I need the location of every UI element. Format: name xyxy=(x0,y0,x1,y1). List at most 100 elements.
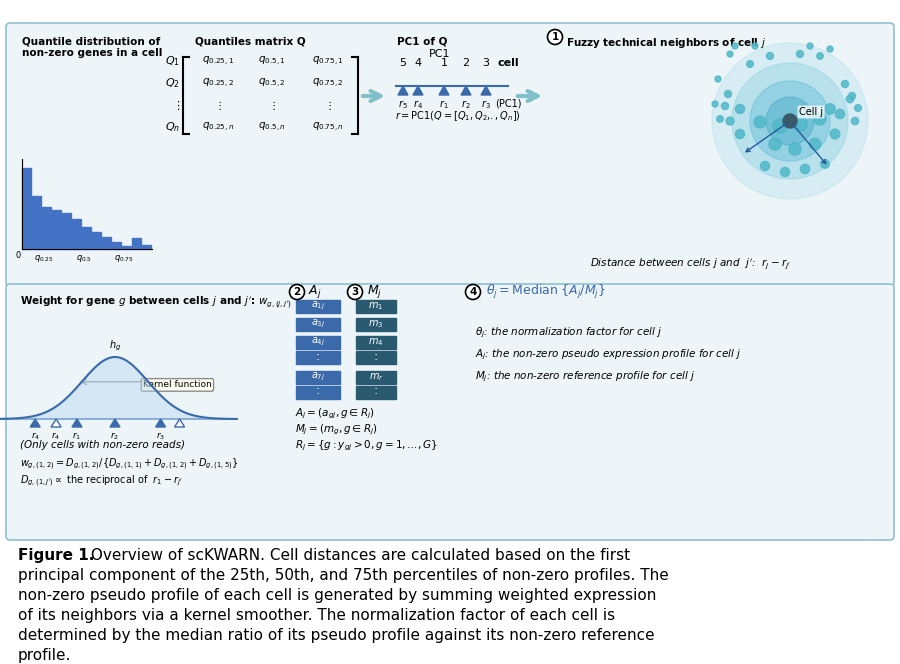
Text: 1: 1 xyxy=(440,58,447,68)
Text: $a_{7j}$: $a_{7j}$ xyxy=(310,371,325,383)
Text: $Q_1$: $Q_1$ xyxy=(165,54,180,68)
Circle shape xyxy=(783,114,797,128)
Bar xyxy=(122,246,131,249)
Circle shape xyxy=(846,95,854,103)
Text: $r_4$: $r_4$ xyxy=(31,431,40,442)
Bar xyxy=(112,242,122,249)
Text: $q_{0.5,n}$: $q_{0.5,n}$ xyxy=(258,120,286,133)
Circle shape xyxy=(809,138,821,150)
Text: $a_{3j}$: $a_{3j}$ xyxy=(310,318,325,330)
Circle shape xyxy=(290,284,304,299)
Text: (PC1): (PC1) xyxy=(495,98,521,108)
Bar xyxy=(62,213,71,249)
FancyBboxPatch shape xyxy=(6,23,894,286)
Polygon shape xyxy=(31,419,40,427)
Text: $R_j = \{g: y_{gj} > 0, g = 1, \ldots, G\}$: $R_j = \{g: y_{gj} > 0, g = 1, \ldots, G… xyxy=(295,439,438,454)
Circle shape xyxy=(712,43,868,199)
Text: (Only cells with non-zero reads): (Only cells with non-zero reads) xyxy=(20,440,185,450)
Bar xyxy=(296,351,340,364)
Text: Weight for gene $g$ between cells $j$ and $j'$: $w_{g,(j,j')}$: Weight for gene $g$ between cells $j$ an… xyxy=(20,294,292,310)
Bar xyxy=(296,318,340,331)
Text: $A_j$: the non-zero pseudo expression profile for cell $j$: $A_j$: the non-zero pseudo expression pr… xyxy=(475,348,742,363)
Text: 5: 5 xyxy=(400,58,407,68)
Circle shape xyxy=(715,76,721,82)
Text: :: : xyxy=(374,349,378,363)
Text: Kernel function: Kernel function xyxy=(143,380,212,389)
Circle shape xyxy=(752,43,758,49)
Text: $r_1$: $r_1$ xyxy=(439,98,449,111)
Text: $M_j = (m_g, g \in R_j)$: $M_j = (m_g, g \in R_j)$ xyxy=(295,423,378,438)
Text: $q_{0.75,n}$: $q_{0.75,n}$ xyxy=(312,120,344,133)
Circle shape xyxy=(793,117,807,131)
Polygon shape xyxy=(398,86,408,95)
Bar xyxy=(356,300,396,313)
Bar xyxy=(142,245,151,249)
Bar xyxy=(356,318,396,331)
Bar xyxy=(72,219,81,249)
Text: $\vdots$: $\vdots$ xyxy=(268,98,275,112)
Circle shape xyxy=(851,118,859,125)
Bar xyxy=(42,207,51,249)
Circle shape xyxy=(814,113,826,125)
Text: 2: 2 xyxy=(293,287,301,297)
Bar xyxy=(296,300,340,313)
Text: Quantile distribution of
non-zero genes in a cell: Quantile distribution of non-zero genes … xyxy=(22,36,162,58)
Text: $m_4$: $m_4$ xyxy=(368,336,383,348)
Polygon shape xyxy=(481,86,491,95)
Circle shape xyxy=(722,102,729,110)
Circle shape xyxy=(773,119,788,133)
Circle shape xyxy=(827,46,833,52)
Text: $h_g$: $h_g$ xyxy=(109,339,122,353)
Polygon shape xyxy=(72,419,82,427)
Text: 4: 4 xyxy=(469,287,477,297)
Circle shape xyxy=(760,161,770,171)
Bar xyxy=(356,386,396,399)
Circle shape xyxy=(830,129,840,139)
Text: $A_j = (a_{gj}, g \in R_j)$: $A_j = (a_{gj}, g \in R_j)$ xyxy=(295,407,374,422)
Circle shape xyxy=(735,104,744,114)
Bar xyxy=(296,336,340,349)
Text: cell: cell xyxy=(497,58,518,68)
Text: $M_j$: the non-zero reference profile for cell $j$: $M_j$: the non-zero reference profile fo… xyxy=(475,370,696,384)
Text: 3: 3 xyxy=(351,287,358,297)
Circle shape xyxy=(796,50,804,58)
Polygon shape xyxy=(156,419,166,427)
Text: $\vdots$: $\vdots$ xyxy=(324,98,332,112)
Text: $D_{g,(1,j')} \propto$ the reciprocal of  $r_1 - r_{j'}$: $D_{g,(1,j')} \propto$ the reciprocal of… xyxy=(20,474,183,489)
Text: Fuzzy technical neighbors of cell $j$: Fuzzy technical neighbors of cell $j$ xyxy=(566,36,766,50)
Text: $r_4$: $r_4$ xyxy=(413,98,423,111)
Circle shape xyxy=(807,43,813,49)
Bar xyxy=(356,351,396,364)
Text: determined by the median ratio of its pseudo profile against its non-zero refere: determined by the median ratio of its ps… xyxy=(18,628,654,643)
Text: PC1 of Q: PC1 of Q xyxy=(397,36,447,46)
Text: Distance between cells $j$ and  $j'$:  $r_j - r_{j'}$: Distance between cells $j$ and $j'$: $r_… xyxy=(590,256,791,271)
Circle shape xyxy=(855,105,861,112)
Text: $\vdots$: $\vdots$ xyxy=(172,98,180,112)
Text: $a_{4j}$: $a_{4j}$ xyxy=(310,336,325,348)
FancyBboxPatch shape xyxy=(6,284,894,540)
Text: $r = \mathrm{PC1}(Q{=}[Q_1,Q_2{,}.,Q_n])$: $r = \mathrm{PC1}(Q{=}[Q_1,Q_2{,}.,Q_n])… xyxy=(395,109,521,123)
Circle shape xyxy=(800,165,810,174)
Polygon shape xyxy=(439,86,449,95)
Text: $r_3$: $r_3$ xyxy=(482,98,490,111)
Bar xyxy=(102,237,112,249)
Text: $q_{0.5}$: $q_{0.5}$ xyxy=(76,253,92,264)
Circle shape xyxy=(767,52,773,60)
Text: $M_j$: $M_j$ xyxy=(367,282,382,299)
Text: $q_{0.25,2}$: $q_{0.25,2}$ xyxy=(202,76,234,90)
Text: :: : xyxy=(316,384,320,398)
Text: Cell j: Cell j xyxy=(799,107,824,117)
Text: Quantiles matrix Q: Quantiles matrix Q xyxy=(195,36,306,46)
Circle shape xyxy=(754,116,766,128)
Text: 2: 2 xyxy=(463,58,470,68)
Polygon shape xyxy=(175,419,184,427)
Text: of its neighbors via a kernel smoother. The normalization factor of each cell is: of its neighbors via a kernel smoother. … xyxy=(18,608,615,623)
Polygon shape xyxy=(461,86,471,95)
Text: $m_1$: $m_1$ xyxy=(368,300,383,312)
Text: $w_{g,(1,2)} = D_{g,(1,2)}/\{D_{g,(1,1)} + D_{g,(1,2)} + D_{g,(1,5)}\}$: $w_{g,(1,2)} = D_{g,(1,2)}/\{D_{g,(1,1)}… xyxy=(20,457,238,472)
Text: $r_1$: $r_1$ xyxy=(72,431,82,442)
Text: $q_{0.5,2}$: $q_{0.5,2}$ xyxy=(258,76,286,90)
Text: $\theta_j$: the normalization factor for cell $j$: $\theta_j$: the normalization factor for… xyxy=(475,326,662,341)
Text: $r_3$: $r_3$ xyxy=(156,431,166,442)
Text: $q_{0.25,1}$: $q_{0.25,1}$ xyxy=(202,54,234,68)
